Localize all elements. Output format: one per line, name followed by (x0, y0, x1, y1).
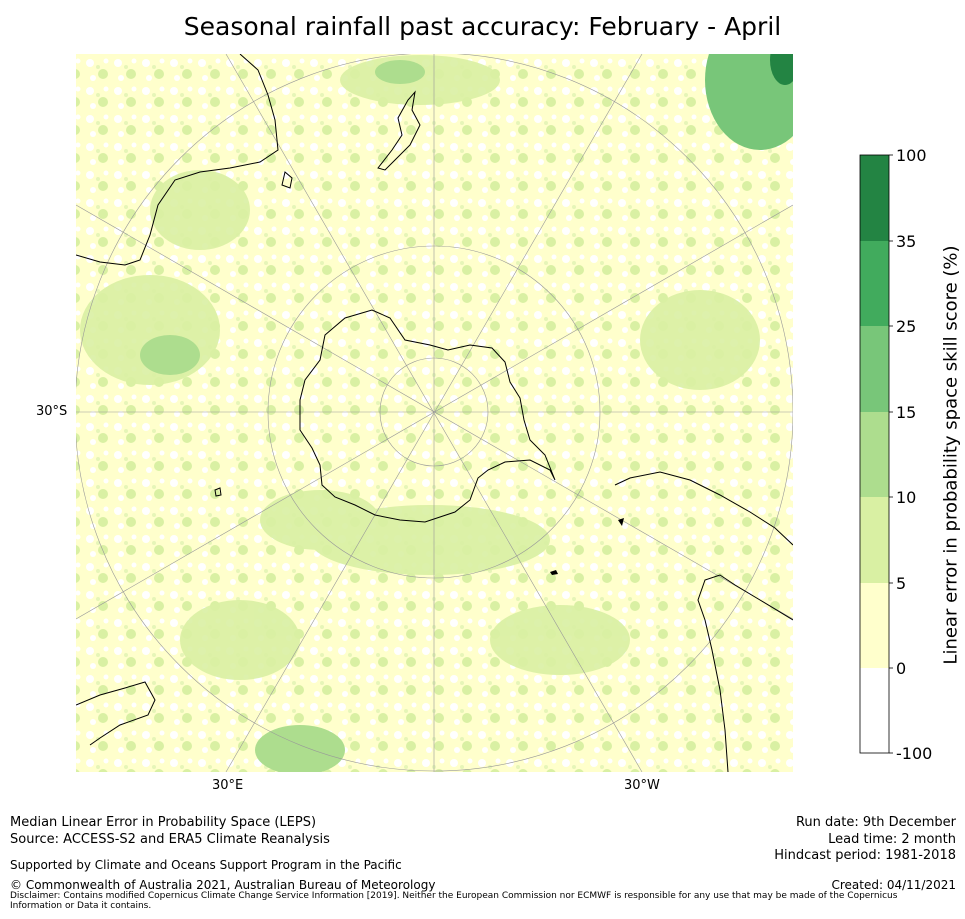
colorbar-bin-25-35 (860, 241, 889, 326)
footer-copyright: © Commonwealth of Australia 2021, Austra… (10, 878, 436, 892)
tasmania-coastline (281, 171, 293, 189)
footer-created: Created: 04/11/2021 (831, 878, 956, 892)
new-zealand-coastline (377, 90, 421, 171)
africa-coastline (76, 681, 156, 746)
footer-leps: Median Linear Error in Probability Space… (10, 815, 317, 830)
colorbar-bin-0-5 (860, 583, 889, 668)
lon-label-30e: 30°E (212, 778, 244, 793)
australia-coastline (76, 54, 279, 266)
colorbar-bin-10-15 (860, 412, 889, 497)
madagascar-coastline (214, 487, 222, 497)
colorbar-bin-35-100 (860, 155, 889, 241)
footer-run-date: Run date: 9th December (795, 815, 956, 830)
footer-hindcast: Hindcast period: 1981-2018 (774, 848, 956, 863)
skill-field (76, 54, 793, 772)
footer-source: Source: ACCESS-S2 and ERA5 Climate Reana… (10, 832, 330, 847)
colorbar-tick: 10 (896, 488, 917, 507)
high-skill-patches (140, 54, 793, 772)
colorbar-bin-15-25 (860, 326, 889, 412)
south-america-coastline (614, 471, 793, 772)
colorbar (859, 154, 893, 754)
colorbar-tick: 100 (896, 146, 927, 165)
colorbar-tick: 25 (896, 317, 917, 336)
colorbar-tick: 5 (896, 574, 907, 593)
colorbar-title: Linear error in probability space skill … (940, 245, 962, 665)
lon-label-30w: 30°W (624, 778, 660, 793)
graticule (76, 54, 793, 772)
antarctic-peninsula-islands (618, 518, 624, 526)
colorbar-bin-neg100-0 (860, 668, 889, 753)
chart-title: Seasonal rainfall past accuracy: Februar… (183, 12, 782, 41)
colorbar-tick: 0 (896, 659, 907, 678)
footer-disclaimer: Disclaimer: Contains modified Copernicus… (10, 891, 898, 911)
footer-support: Supported by Climate and Oceans Support … (10, 858, 402, 872)
lat-label-30s: 30°S (36, 404, 68, 419)
colorbar-tick: 15 (896, 403, 917, 422)
colorbar-bin-5-10 (860, 497, 889, 583)
antarctica-coastline (299, 309, 556, 523)
colorbar-tick: 35 (896, 232, 917, 251)
footer-lead-time: Lead time: 2 month (828, 832, 956, 847)
falkland-islands (550, 570, 558, 575)
colorbar-tick: -100 (896, 744, 933, 763)
